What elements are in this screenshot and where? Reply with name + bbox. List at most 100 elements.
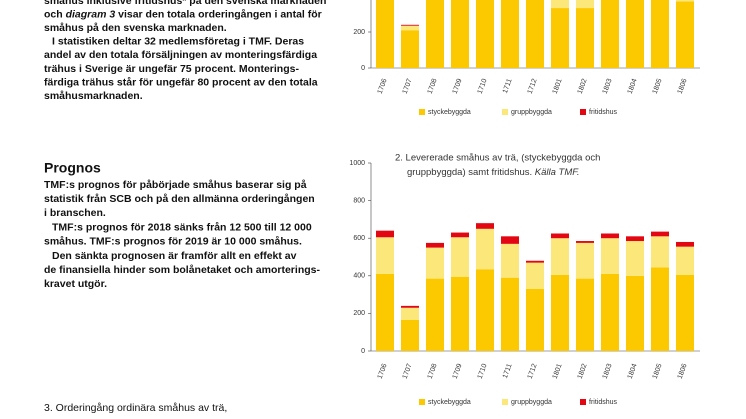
legend-swatch	[502, 109, 508, 115]
paragraph-line: Den sänkta prognosen är framför allt en …	[52, 250, 297, 262]
bar-segment	[526, 262, 544, 289]
bar-segment	[376, 237, 394, 274]
paragraph-line: trähus i Sverige är ungefär 75 procent. …	[44, 63, 299, 75]
x-tick-label: 1711	[502, 78, 514, 95]
legend-label: gruppbyggda	[511, 109, 552, 116]
x-tick-label: 1707	[402, 363, 414, 380]
legend-swatch	[419, 109, 425, 115]
bar-segment	[501, 236, 519, 244]
x-tick-label: 1805	[652, 363, 664, 380]
paragraph-line: TMF:s prognos för påbörjade småhus baser…	[44, 179, 307, 191]
text-segment: Källa TMF.	[535, 167, 580, 178]
bar-segment	[651, 0, 669, 68]
bar-segment	[451, 237, 469, 277]
bar-segment	[401, 24, 419, 26]
bar-segment	[576, 241, 594, 243]
bar-segment	[426, 247, 444, 279]
y-tick-label: 0	[361, 348, 365, 355]
paragraph-line: andel av den totala försäljningen av mon…	[44, 49, 317, 61]
bar-segment	[501, 0, 519, 68]
x-tick-label: 1806	[677, 78, 689, 95]
bar-segment	[551, 233, 569, 239]
bar-segment	[376, 273, 394, 351]
paragraph-line: i branschen.	[44, 207, 106, 219]
legend-label: styckebyggda	[428, 399, 471, 406]
text-segment: gruppbyggda) samt fritidshus.	[407, 167, 535, 178]
x-tick-label: 1710	[477, 78, 489, 95]
x-tick-label: 1707	[402, 78, 414, 95]
x-tick-label: 1708	[427, 363, 439, 380]
bar-segment	[526, 0, 544, 68]
bar-segment	[451, 232, 469, 238]
x-tick-label: 1712	[527, 363, 539, 380]
paragraph-line: statistik från SCB och på den allmänna o…	[44, 193, 315, 205]
legend-label: gruppbyggda	[511, 399, 552, 406]
paragraph-line: småhusmarknaden.	[44, 90, 143, 102]
bar-segment	[551, 274, 569, 351]
paragraph-line: TMF:s prognos för 2018 sänks från 12 500…	[52, 221, 312, 233]
bar-segment	[526, 260, 544, 263]
legend-swatch	[419, 399, 425, 405]
bar-segment	[576, 278, 594, 351]
x-tick-label: 1709	[452, 363, 464, 380]
bar-segment	[626, 236, 644, 242]
x-tick-label: 1712	[527, 78, 539, 95]
bar-segment	[576, 0, 594, 9]
text-segment: visar den totala orderingången i antal f…	[115, 8, 322, 20]
bar-segment	[551, 8, 569, 69]
bar-segment	[476, 223, 494, 229]
bar-segment	[451, 0, 469, 69]
x-tick-label: 1709	[452, 78, 464, 95]
text-segment: diagram 3	[66, 8, 116, 20]
bar-segment	[476, 0, 494, 68]
bar-segment	[526, 288, 544, 351]
legend-label: fritidshus	[589, 109, 618, 116]
bar-segment	[601, 233, 619, 239]
bar-segment	[551, 0, 569, 9]
bar-segment	[426, 278, 444, 351]
text-segment: och	[44, 8, 66, 20]
bar-segment	[676, 274, 694, 351]
bar-segment	[401, 305, 419, 308]
bar-segment	[551, 238, 569, 275]
bar-segment	[451, 276, 469, 351]
bar-segment	[626, 275, 644, 351]
paragraph-line: småhus inklusive fritidshus* på den sven…	[44, 0, 326, 7]
bar-segment	[576, 242, 594, 279]
bar-segment	[426, 242, 444, 248]
y-tick-label: 600	[353, 235, 365, 242]
x-tick-label: 1804	[627, 363, 639, 380]
bar-segment	[651, 236, 669, 268]
x-tick-label: 1708	[427, 78, 439, 95]
x-tick-label: 1710	[477, 363, 489, 380]
bar-segment	[376, 0, 394, 68]
x-tick-label: 1804	[627, 78, 639, 95]
x-tick-label: 1803	[602, 78, 614, 95]
paragraph-line: kravet utgör.	[44, 278, 107, 290]
bar-segment	[676, 0, 694, 2]
bar-segment	[676, 241, 694, 247]
bar-segment	[626, 0, 644, 68]
chart-caption: 2. Levererade småhus av trä, (styckebygg…	[395, 153, 600, 164]
bar-segment	[626, 241, 644, 276]
x-tick-label: 1802	[577, 363, 589, 380]
paragraph-line: småhus. TMF:s prognos för 2019 är 10 000…	[44, 236, 302, 248]
legend-label: styckebyggda	[428, 109, 471, 116]
x-tick-label: 1706	[377, 78, 389, 95]
paragraph-line: och diagram 3 visar den totala orderingå…	[44, 8, 322, 20]
section-heading: Prognos	[44, 160, 101, 176]
y-tick-label: 400	[353, 273, 365, 280]
bar-segment	[501, 277, 519, 351]
bar-segment	[676, 246, 694, 275]
chart-caption: gruppbyggda) samt fritidshus. Källa TMF.	[407, 167, 580, 178]
bar-segment	[426, 0, 444, 68]
bar-segment	[376, 230, 394, 238]
bar-segment	[501, 243, 519, 278]
y-tick-label: 1000	[349, 160, 365, 167]
legend-label: fritidshus	[589, 399, 618, 406]
y-tick-label: 200	[353, 310, 365, 317]
bar-segment	[401, 30, 419, 68]
paragraph-line: färdiga trähus står för ungefär 80 proce…	[44, 76, 318, 88]
x-tick-label: 1802	[577, 78, 589, 95]
bar-segment	[601, 238, 619, 274]
